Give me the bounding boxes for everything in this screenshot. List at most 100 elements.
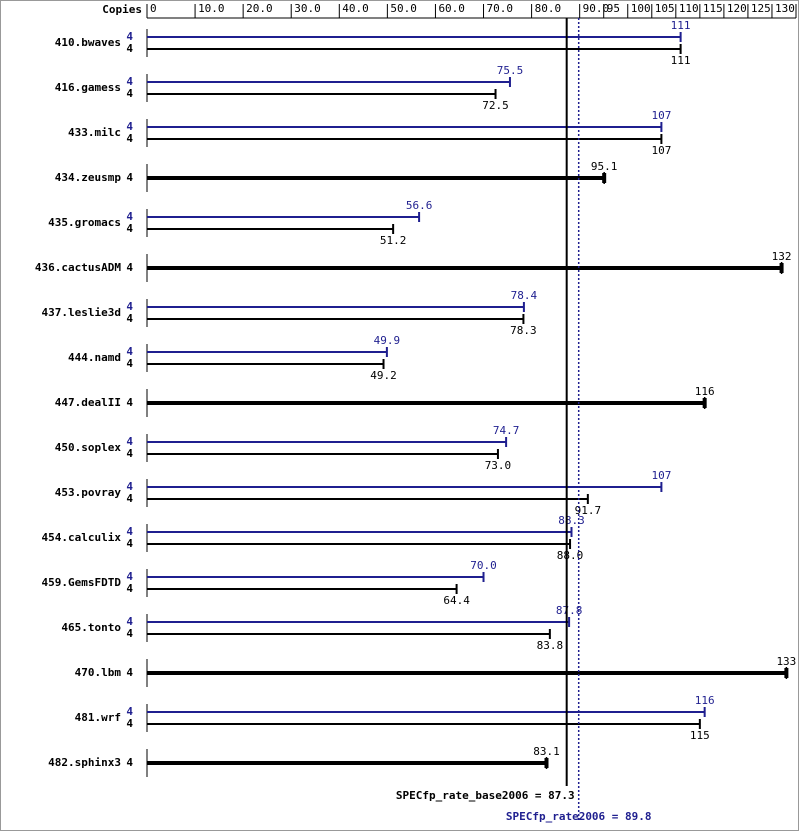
copies-label: 4 — [126, 42, 133, 55]
copies-label: 4 — [126, 435, 133, 448]
value-label: 64.4 — [443, 594, 470, 607]
category-label: 416.gamess — [55, 81, 121, 94]
category-label: 454.calculix — [42, 531, 122, 544]
value-label: 95.1 — [591, 160, 618, 173]
copies-label: 4 — [126, 492, 133, 505]
value-label: 49.9 — [374, 334, 401, 347]
bar — [147, 32, 682, 42]
value-label: 72.5 — [482, 99, 509, 112]
x-tick-label: 60.0 — [438, 2, 465, 15]
copies-label: 4 — [126, 717, 133, 730]
x-tick-label: 0 — [150, 2, 157, 15]
value-label: 116 — [695, 694, 715, 707]
value-label: 116 — [695, 385, 715, 398]
bar — [147, 572, 485, 582]
bar — [147, 314, 525, 324]
bar — [147, 449, 499, 459]
x-tick-label: 100 — [631, 2, 651, 15]
bar — [147, 77, 511, 87]
bar — [147, 437, 508, 447]
category-label: 410.bwaves — [55, 36, 121, 49]
value-label: 83.8 — [537, 639, 564, 652]
copies-label: 4 — [126, 396, 133, 409]
category-label: 459.GemsFDTD — [42, 576, 122, 589]
bar — [147, 122, 663, 132]
copies-label: 4 — [126, 222, 133, 235]
category-label: 450.soplex — [55, 441, 122, 454]
copies-label: 4 — [126, 132, 133, 145]
x-tick-label: 70.0 — [487, 2, 514, 15]
value-label: 91.7 — [575, 504, 602, 517]
category-label: 434.zeusmp — [55, 171, 122, 184]
copies-label: 4 — [126, 345, 133, 358]
copies-label: 4 — [126, 615, 133, 628]
bar — [147, 719, 701, 729]
copies-label: 4 — [126, 75, 133, 88]
copies-label: 4 — [126, 756, 133, 769]
copies-label: 4 — [126, 120, 133, 133]
bar — [147, 44, 682, 54]
copies-label: 4 — [126, 627, 133, 640]
bar — [147, 482, 663, 492]
bar — [147, 584, 458, 594]
copies-header: Copies — [102, 3, 142, 16]
x-tick-label: 105 — [655, 2, 675, 15]
bar — [147, 224, 395, 234]
x-tick-label: 80.0 — [535, 2, 562, 15]
copies-label: 4 — [126, 582, 133, 595]
copies-label: 4 — [126, 300, 133, 313]
copies-label: 4 — [126, 210, 133, 223]
value-label: 115 — [690, 729, 710, 742]
value-label: 83.1 — [533, 745, 560, 758]
x-tick-label: 125 — [751, 2, 771, 15]
bar — [147, 212, 421, 222]
value-label: 107 — [651, 109, 671, 122]
category-label: 465.tonto — [61, 621, 121, 634]
value-label: 78.4 — [511, 289, 538, 302]
value-label: 73.0 — [485, 459, 512, 472]
copies-label: 4 — [126, 705, 133, 718]
x-tick-label: 120 — [727, 2, 747, 15]
x-tick-label: 40.0 — [342, 2, 369, 15]
copies-label: 4 — [126, 480, 133, 493]
category-label: 437.leslie3d — [42, 306, 121, 319]
copies-label: 4 — [126, 447, 133, 460]
value-label: 107 — [651, 469, 671, 482]
value-label: 107 — [651, 144, 671, 157]
category-label: 447.dealII — [55, 396, 121, 409]
bar — [147, 629, 551, 639]
copies-label: 4 — [126, 261, 133, 274]
category-label: 436.cactusADM — [35, 261, 121, 274]
copies-label: 4 — [126, 570, 133, 583]
bar — [147, 134, 663, 144]
x-tick-label: 110 — [679, 2, 699, 15]
bar — [147, 494, 589, 504]
copies-label: 4 — [126, 171, 133, 184]
copies-label: 4 — [126, 30, 133, 43]
value-label: 133 — [776, 655, 796, 668]
bar — [147, 347, 388, 357]
value-label: 111 — [671, 54, 691, 67]
category-label: 481.wrf — [75, 711, 121, 724]
bar — [147, 302, 525, 312]
value-label: 88.0 — [557, 549, 584, 562]
value-label: 78.3 — [510, 324, 537, 337]
bar — [147, 617, 571, 627]
x-tick-label: 130 — [775, 2, 795, 15]
category-label: 435.gromacs — [48, 216, 121, 229]
category-label: 433.milc — [68, 126, 121, 139]
copies-label: 4 — [126, 312, 133, 325]
value-label: 49.2 — [370, 369, 397, 382]
value-label: 87.8 — [556, 604, 583, 617]
copies-label: 4 — [126, 87, 133, 100]
value-label: 132 — [772, 250, 792, 263]
copies-label: 4 — [126, 537, 133, 550]
x-tick-label: 50.0 — [390, 2, 417, 15]
value-label: 88.3 — [558, 514, 585, 527]
category-label: 470.lbm — [75, 666, 122, 679]
category-label: 444.namd — [68, 351, 121, 364]
copies-label: 4 — [126, 357, 133, 370]
value-label: 51.2 — [380, 234, 407, 247]
